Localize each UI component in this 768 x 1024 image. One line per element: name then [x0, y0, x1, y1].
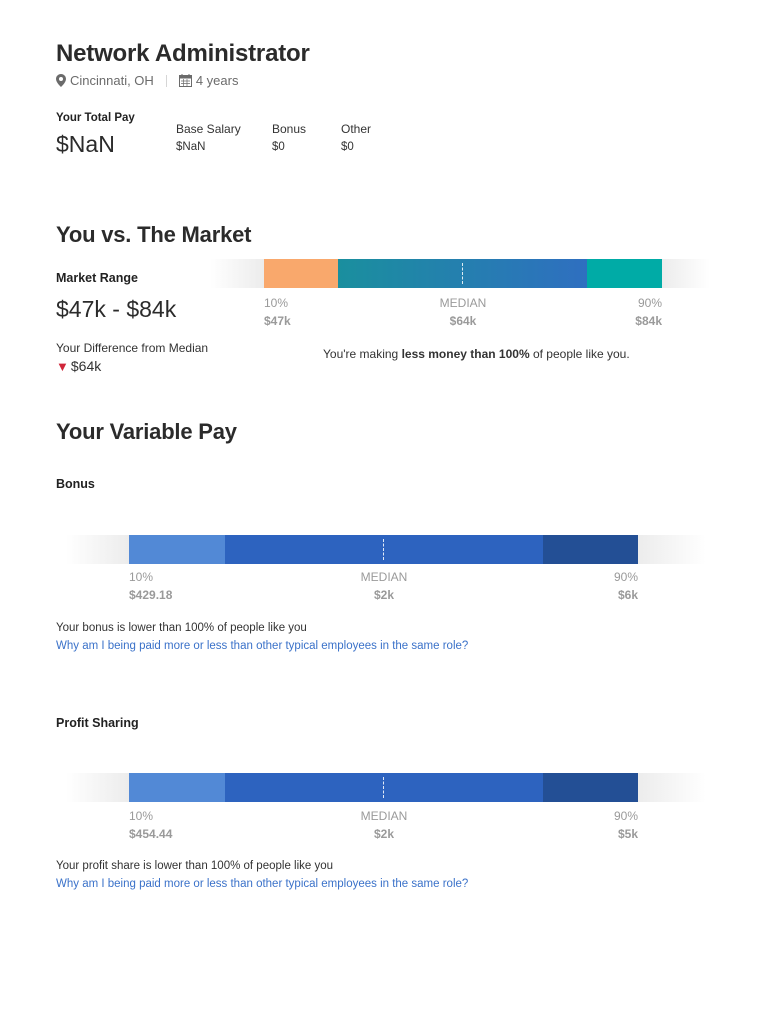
tick-value: $429.18 [129, 588, 173, 602]
bar-segment-high [587, 259, 662, 288]
message-highlight: less money than 100% [401, 347, 530, 361]
profit-sharing-tick-10: 10% $454.44 [129, 809, 172, 841]
market-comparison-message: You're making less money than 100% of pe… [323, 347, 630, 361]
profit-sharing-comparison-note: Your profit share is lower than 100% of … [56, 860, 334, 872]
market-tick-90: 90% $84k [635, 296, 662, 328]
bar-segment-low [264, 259, 338, 288]
base-salary-label: Base Salary [176, 122, 241, 136]
market-range-value: $47k - $84k [56, 296, 177, 322]
experience-text: 4 years [195, 73, 239, 88]
tick-value: $454.44 [129, 827, 173, 841]
bonus-item: Bonus $0 [272, 122, 306, 153]
market-tick-10: 10% $47k [264, 296, 291, 328]
meta-divider [165, 74, 167, 87]
down-triangle-icon: ▼ [56, 358, 69, 374]
bar-segment-mid [225, 535, 543, 564]
bar-fade-right [638, 773, 706, 802]
market-range-label: Market Range [56, 271, 138, 285]
bonus-tick-10: 10% $429.18 [129, 570, 172, 602]
tick-label: MEDIAN [360, 809, 408, 823]
tick-label: 90% [637, 296, 662, 310]
median-difference: ▼ $64k [56, 358, 101, 374]
bar-fade-right [662, 259, 710, 288]
bar-segment-low [129, 773, 225, 802]
median-difference-label: Your Difference from Median [56, 341, 209, 355]
message-suffix: of people like you. [529, 347, 630, 361]
tick-label: 10% [264, 296, 289, 310]
market-heading: You vs. The Market [56, 222, 252, 247]
location-pin-icon [56, 74, 66, 87]
tick-label: 10% [129, 570, 154, 584]
base-salary-item: Base Salary $NaN [176, 122, 241, 153]
bar-fade-left [66, 535, 129, 564]
bonus-range-bar [66, 535, 706, 564]
base-salary-value: $NaN [176, 141, 206, 153]
bar-segment-high [543, 773, 638, 802]
bonus-tick-median: MEDIAN $2k [361, 570, 408, 602]
job-title: Network Administrator [56, 40, 310, 67]
profit-sharing-explanation-link[interactable]: Why am I being paid more or less than ot… [56, 878, 469, 890]
bar-segment-high [543, 535, 638, 564]
total-pay-value: $NaN [56, 131, 115, 157]
tick-label: 10% [129, 809, 154, 823]
tick-value: $6k [617, 588, 638, 602]
bonus-value: $0 [272, 141, 285, 153]
median-marker [383, 777, 384, 798]
profit-sharing-tick-90: 90% $5k [614, 809, 638, 841]
tick-label: 90% [613, 570, 638, 584]
bonus-explanation-link[interactable]: Why am I being paid more or less than ot… [56, 640, 469, 652]
tick-value: $64k [449, 314, 477, 328]
market-tick-median: MEDIAN $64k [440, 296, 487, 328]
tick-value: $84k [635, 314, 662, 328]
tick-label: MEDIAN [439, 296, 487, 310]
tick-value: $5k [617, 827, 638, 841]
median-marker [383, 539, 384, 560]
other-label: Other [341, 122, 372, 136]
total-pay-label: Your Total Pay [56, 112, 135, 124]
market-range-bar [210, 259, 710, 288]
tick-value: $2k [373, 827, 395, 841]
bonus-comparison-note: Your bonus is lower than 100% of people … [56, 622, 307, 634]
profit-sharing-section-title: Profit Sharing [56, 716, 139, 730]
other-value: $0 [341, 141, 354, 153]
tick-value: $2k [373, 588, 395, 602]
other-item: Other $0 [341, 122, 371, 153]
bar-fade-left [210, 259, 264, 288]
tick-label: 90% [613, 809, 638, 823]
bonus-tick-90: 90% $6k [614, 570, 638, 602]
job-meta: Cincinnati, OH 4 years [56, 73, 238, 88]
bar-segment-low [129, 535, 225, 564]
tick-value: $47k [264, 314, 291, 328]
calendar-icon [178, 74, 192, 87]
median-marker [462, 263, 463, 284]
median-difference-value: $64k [70, 358, 102, 374]
bar-fade-right [638, 535, 706, 564]
variable-pay-heading: Your Variable Pay [56, 419, 237, 444]
bonus-label: Bonus [272, 122, 307, 136]
profit-sharing-range-bar [66, 773, 706, 802]
bar-segment-mid [225, 773, 543, 802]
location-text: Cincinnati, OH [70, 73, 154, 88]
bonus-section-title: Bonus [56, 477, 95, 491]
tick-label: MEDIAN [360, 570, 408, 584]
bar-fade-left [66, 773, 129, 802]
message-prefix: You're making [323, 347, 402, 361]
profit-sharing-tick-median: MEDIAN $2k [361, 809, 408, 841]
